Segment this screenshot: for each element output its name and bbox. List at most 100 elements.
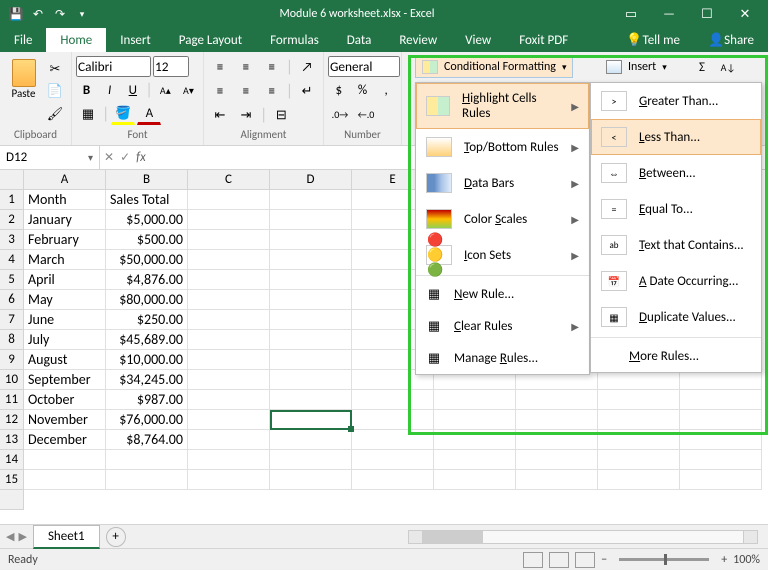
tab-page-layout[interactable]: Page Layout	[165, 28, 256, 52]
cell-C8[interactable]	[188, 330, 270, 350]
scroll-right-icon[interactable]	[743, 531, 757, 543]
tab-home[interactable]: Home	[46, 28, 106, 52]
tab-formulas[interactable]: Formulas	[256, 28, 333, 52]
sheet-nav-prev-icon[interactable]: ◀	[6, 530, 14, 543]
row-header-5[interactable]: 5	[0, 270, 24, 290]
cell-H11[interactable]	[598, 390, 680, 410]
cell-B3[interactable]: $500.00	[106, 230, 188, 250]
comma-format-icon[interactable]: ,	[375, 79, 397, 101]
font-name-input[interactable]	[76, 56, 151, 77]
menu-top-bottom-rules[interactable]: Top/Bottom Rules ▶	[416, 129, 589, 165]
menu-between[interactable]: ⇔ Between...	[591, 155, 761, 191]
menu-greater-than[interactable]: > Greater Than...	[591, 83, 761, 119]
cell-A8[interactable]: July	[24, 330, 106, 350]
add-sheet-button[interactable]: +	[106, 527, 126, 547]
row-header-11[interactable]: 11	[0, 390, 24, 410]
cell-A13[interactable]: December	[24, 430, 106, 450]
cell-C12[interactable]	[188, 410, 270, 430]
scroll-thumb[interactable]	[423, 531, 483, 543]
row-header-14[interactable]: 14	[0, 450, 24, 470]
cell-F15[interactable]	[434, 470, 516, 490]
cell-F11[interactable]	[434, 390, 516, 410]
cell-C1[interactable]	[188, 190, 270, 210]
menu-equal-to[interactable]: = Equal To...	[591, 191, 761, 227]
borders-icon[interactable]: ▦	[76, 103, 100, 125]
cell-E14[interactable]	[352, 450, 434, 470]
zoom-in-icon[interactable]: +	[721, 553, 727, 567]
cell-D9[interactable]	[270, 350, 352, 370]
wrap-text-icon[interactable]: ↵	[295, 80, 319, 102]
redo-icon[interactable]: ↷	[52, 6, 68, 22]
row-header-1[interactable]: 1	[0, 190, 24, 210]
cell-H15[interactable]	[598, 470, 680, 490]
row-header-10[interactable]: 10	[0, 370, 24, 390]
fill-color-icon[interactable]: 🪣	[111, 103, 135, 125]
italic-icon[interactable]: I	[99, 79, 120, 101]
tab-review[interactable]: Review	[385, 28, 451, 52]
menu-manage-rules[interactable]: ▦ Manage Rules...	[416, 342, 589, 374]
cell-D10[interactable]	[270, 370, 352, 390]
cell-I12[interactable]	[680, 410, 762, 430]
cell-I14[interactable]	[680, 450, 762, 470]
cell-H14[interactable]	[598, 450, 680, 470]
close-icon[interactable]: ✕	[730, 2, 760, 26]
cell-D6[interactable]	[270, 290, 352, 310]
cell-B6[interactable]: $80,000.00	[106, 290, 188, 310]
menu-less-than[interactable]: < Less Than...	[591, 119, 761, 155]
insert-function-icon[interactable]: fx	[136, 150, 146, 165]
number-format-select[interactable]	[328, 56, 400, 77]
row-header-2[interactable]: 2	[0, 210, 24, 230]
align-top-icon[interactable]: ≡	[208, 56, 232, 78]
accounting-format-icon[interactable]: $	[328, 79, 350, 101]
cell-B13[interactable]: $8,764.00	[106, 430, 188, 450]
cell-I11[interactable]	[680, 390, 762, 410]
sort-filter-icon[interactable]: A↓	[716, 56, 740, 78]
cell-B10[interactable]: $34,245.00	[106, 370, 188, 390]
tell-me[interactable]: 💡 Tell me	[612, 28, 694, 52]
cell-A10[interactable]: September	[24, 370, 106, 390]
cell-G13[interactable]	[516, 430, 598, 450]
cell-G11[interactable]	[516, 390, 598, 410]
horizontal-scrollbar[interactable]	[136, 530, 758, 544]
copy-icon[interactable]: 📄	[43, 81, 67, 103]
row-header-7[interactable]: 7	[0, 310, 24, 330]
menu-new-rule[interactable]: ▦ New Rule...	[416, 278, 589, 310]
cell-D8[interactable]	[270, 330, 352, 350]
cell-B7[interactable]: $250.00	[106, 310, 188, 330]
cell-I10[interactable]	[680, 370, 762, 390]
minimize-icon[interactable]: —	[654, 2, 684, 26]
row-header-6[interactable]: 6	[0, 290, 24, 310]
cell-C2[interactable]	[188, 210, 270, 230]
page-layout-view-icon[interactable]	[549, 552, 569, 568]
tab-foxit-pdf[interactable]: Foxit PDF	[505, 28, 582, 52]
insert-cells-button[interactable]: Insert ▾	[600, 56, 673, 78]
underline-icon[interactable]: U	[122, 79, 143, 101]
zoom-percentage[interactable]: 100%	[733, 553, 760, 567]
cell-A4[interactable]: March	[24, 250, 106, 270]
menu-text-contains[interactable]: ab Text that Contains...	[591, 227, 761, 263]
cell-H12[interactable]	[598, 410, 680, 430]
col-header-B[interactable]: B	[106, 170, 188, 190]
row-header-15[interactable]: 15	[0, 470, 24, 490]
cell-E11[interactable]	[352, 390, 434, 410]
cell-B15[interactable]	[106, 470, 188, 490]
cell-C3[interactable]	[188, 230, 270, 250]
cell-B2[interactable]: $5,000.00	[106, 210, 188, 230]
cell-D3[interactable]	[270, 230, 352, 250]
cell-C7[interactable]	[188, 310, 270, 330]
cell-A11[interactable]: October	[24, 390, 106, 410]
cell-C13[interactable]	[188, 430, 270, 450]
tab-view[interactable]: View	[451, 28, 505, 52]
menu-duplicate-values[interactable]: ▦ Duplicate Values...	[591, 299, 761, 335]
cell-A14[interactable]	[24, 450, 106, 470]
col-header-A[interactable]: A	[24, 170, 106, 190]
merge-center-icon[interactable]: ⊟	[269, 104, 293, 126]
cell-F13[interactable]	[434, 430, 516, 450]
cell-D7[interactable]	[270, 310, 352, 330]
cell-H10[interactable]	[598, 370, 680, 390]
zoom-out-icon[interactable]: −	[601, 553, 607, 567]
row-header-4[interactable]: 4	[0, 250, 24, 270]
decrease-decimal-icon[interactable]: ←.0	[354, 103, 378, 125]
cancel-formula-icon[interactable]: ✕	[104, 150, 114, 165]
font-color-icon[interactable]: A	[137, 103, 161, 125]
